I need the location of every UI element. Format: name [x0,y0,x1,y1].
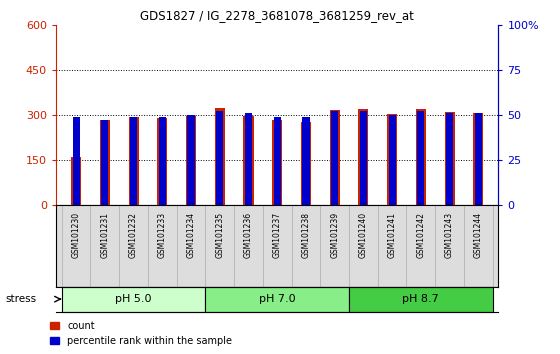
Text: GSM101243: GSM101243 [445,212,454,258]
Text: GSM101240: GSM101240 [359,212,368,258]
Text: pH 8.7: pH 8.7 [403,294,439,304]
Text: GSM101238: GSM101238 [301,212,310,258]
Bar [331,112,338,205]
Bar [445,112,455,205]
Bar [349,287,493,312]
Bar [62,287,206,312]
Bar [417,112,424,205]
Bar [216,112,223,205]
Bar [186,116,196,205]
Bar [387,114,397,205]
Bar [416,109,426,205]
Legend: count, percentile rank within the sample: count, percentile rank within the sample [50,321,232,346]
Bar [72,117,80,205]
Bar [206,287,349,312]
Bar [446,113,453,205]
Text: stress: stress [6,294,37,304]
Bar [157,118,167,205]
Bar [245,113,252,205]
Bar [130,117,137,205]
Bar [358,109,368,205]
Bar [272,120,282,205]
Bar [473,113,483,205]
Bar [244,116,254,205]
Text: GSM101231: GSM101231 [100,212,109,258]
Text: GSM101239: GSM101239 [330,212,339,258]
Bar [129,116,138,205]
Bar [188,115,195,205]
Bar [330,110,340,205]
Bar [475,113,482,205]
Text: GSM101235: GSM101235 [215,212,224,258]
Text: GSM101244: GSM101244 [474,212,483,258]
Text: GSM101237: GSM101237 [273,212,282,258]
Text: GSM101242: GSM101242 [416,212,426,258]
Text: pH 7.0: pH 7.0 [259,294,296,304]
Bar [100,120,110,205]
Text: GSM101234: GSM101234 [186,212,195,258]
Bar [101,120,109,205]
Bar [71,157,81,205]
Text: GSM101236: GSM101236 [244,212,253,258]
Bar [301,122,311,205]
Text: pH 5.0: pH 5.0 [115,294,152,304]
Bar [389,115,396,205]
Bar [158,117,166,205]
Text: GSM101232: GSM101232 [129,212,138,258]
Text: GSM101233: GSM101233 [158,212,167,258]
Title: GDS1827 / IG_2278_3681078_3681259_rev_at: GDS1827 / IG_2278_3681078_3681259_rev_at [140,9,414,22]
Bar [214,108,225,205]
Bar [274,117,281,205]
Bar [302,117,310,205]
Text: GSM101230: GSM101230 [72,212,81,258]
Bar [360,112,367,205]
Text: GSM101241: GSM101241 [388,212,396,258]
